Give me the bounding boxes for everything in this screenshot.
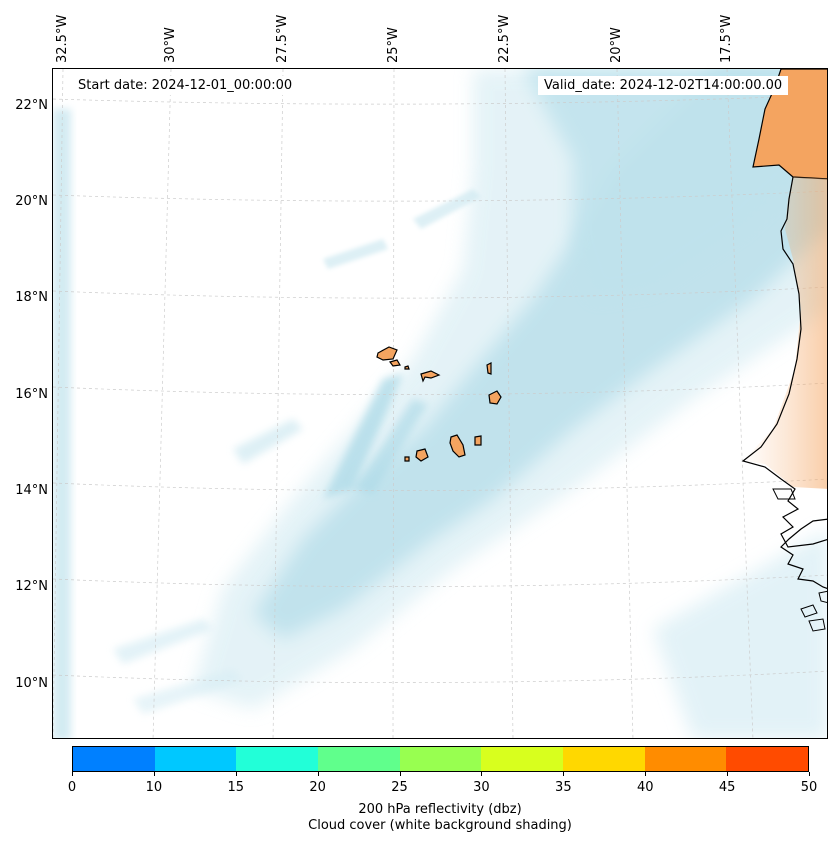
colorbar-segment [154, 747, 237, 771]
cloud-west-strip [53, 109, 71, 738]
lon-label-32-5w: 32.5°W [55, 14, 70, 63]
lon-label-17-5w: 17.5°W [719, 14, 734, 63]
lat-label-22n: 22°N [15, 98, 48, 113]
colorbar-segment [726, 747, 809, 771]
lat-label-12n: 12°N [15, 579, 48, 594]
africa-land-north [752, 69, 827, 180]
colorbar-segment [644, 747, 727, 771]
bissagos-island-1 [800, 604, 818, 618]
island-fogo [415, 448, 429, 462]
map-canvas [53, 69, 827, 738]
cloud-southeast [653, 530, 827, 738]
colorbar-segment [236, 747, 319, 771]
colorbar-tick-label: 35 [555, 780, 572, 795]
island-santo-antao [376, 346, 398, 361]
colorbar-tick-mark [727, 772, 729, 776]
lon-label-20w: 20°W [609, 27, 624, 63]
colorbar [72, 746, 809, 772]
colorbar-tick-label: 15 [227, 780, 245, 795]
cloud-streak-1 [323, 374, 403, 499]
africa-coast-line [741, 176, 827, 548]
colorbar-tick-mark [399, 772, 401, 776]
cloud-streak-4 [323, 239, 388, 269]
start-date-label: Start date: 2024-12-01_00:00:00 [72, 76, 299, 95]
colorbar-tick-label: 0 [67, 780, 77, 795]
map-panel[interactable] [52, 68, 828, 739]
colorbar-tick-label: 45 [718, 780, 736, 795]
lat-label-16n: 16°N [15, 387, 48, 402]
cloud-band-halo [193, 69, 827, 709]
island-maio [474, 435, 482, 446]
lon-label-25w: 25°W [386, 27, 401, 63]
lat-label-10n: 10°N [15, 676, 48, 691]
colorbar-tick-label: 10 [145, 780, 163, 795]
colorbar-label: 200 hPa reflectivity (dbz) [358, 802, 522, 817]
colorbar-segment [399, 747, 482, 771]
island-santiago [449, 434, 466, 458]
colorbar-tick-mark [481, 772, 483, 776]
colorbar-segment [318, 747, 400, 771]
colorbar-tick-mark [235, 772, 237, 776]
africa-coastline [741, 69, 827, 632]
colorbar-segment [73, 747, 155, 771]
lon-label-22-5w: 22.5°W [497, 14, 512, 63]
colorbar-tick-mark [153, 772, 155, 776]
island-sao-vicente [388, 359, 401, 367]
island-santa-luzia [404, 365, 410, 370]
guinea-bissau-coast [780, 518, 827, 589]
cloud-streak-6 [113, 619, 213, 664]
island-sao-nicolau [420, 370, 441, 383]
colorbar-sublabel: Cloud cover (white background shading) [308, 818, 572, 833]
lon-label-27-5w: 27.5°W [275, 14, 290, 63]
lat-label-20n: 20°N [15, 194, 48, 209]
graticule [53, 69, 827, 738]
colorbar-tick-mark [317, 772, 319, 776]
colorbar-segment [481, 747, 564, 771]
cape-verde-islands [376, 346, 502, 462]
colorbar-tick-label: 30 [473, 780, 490, 795]
lat-label-14n: 14°N [15, 483, 48, 498]
cloud-streak-3 [233, 419, 303, 464]
island-sal [486, 362, 492, 375]
africa-land-fade [743, 177, 827, 489]
colorbar-tick-mark [645, 772, 647, 776]
colorbar-tick-label: 40 [636, 780, 654, 795]
cloud-streak-5 [413, 189, 481, 229]
colorbar-tick-label: 50 [800, 780, 818, 795]
lat-label-18n: 18°N [15, 290, 48, 305]
cloud-streak-2 [353, 399, 428, 494]
colorbar-tick-mark [72, 772, 73, 776]
valid-date-label: Valid_date: 2024-12-02T14:00:00.00 [538, 76, 789, 95]
colorbar-tick-mark [563, 772, 565, 776]
cloud-cover-shading [53, 69, 827, 738]
island-boa-vista [488, 390, 502, 405]
island-brava [404, 456, 410, 462]
bissagos-island-2 [808, 618, 826, 632]
colorbar-tick-mark [809, 772, 810, 776]
senegal-inlet [772, 488, 796, 500]
colorbar-tick-label: 20 [309, 780, 326, 795]
bissagos-island-3 [818, 590, 827, 604]
lon-label-30w: 30°W [163, 27, 178, 63]
colorbar-tick-label: 25 [391, 780, 408, 795]
colorbar-segment [563, 747, 645, 771]
